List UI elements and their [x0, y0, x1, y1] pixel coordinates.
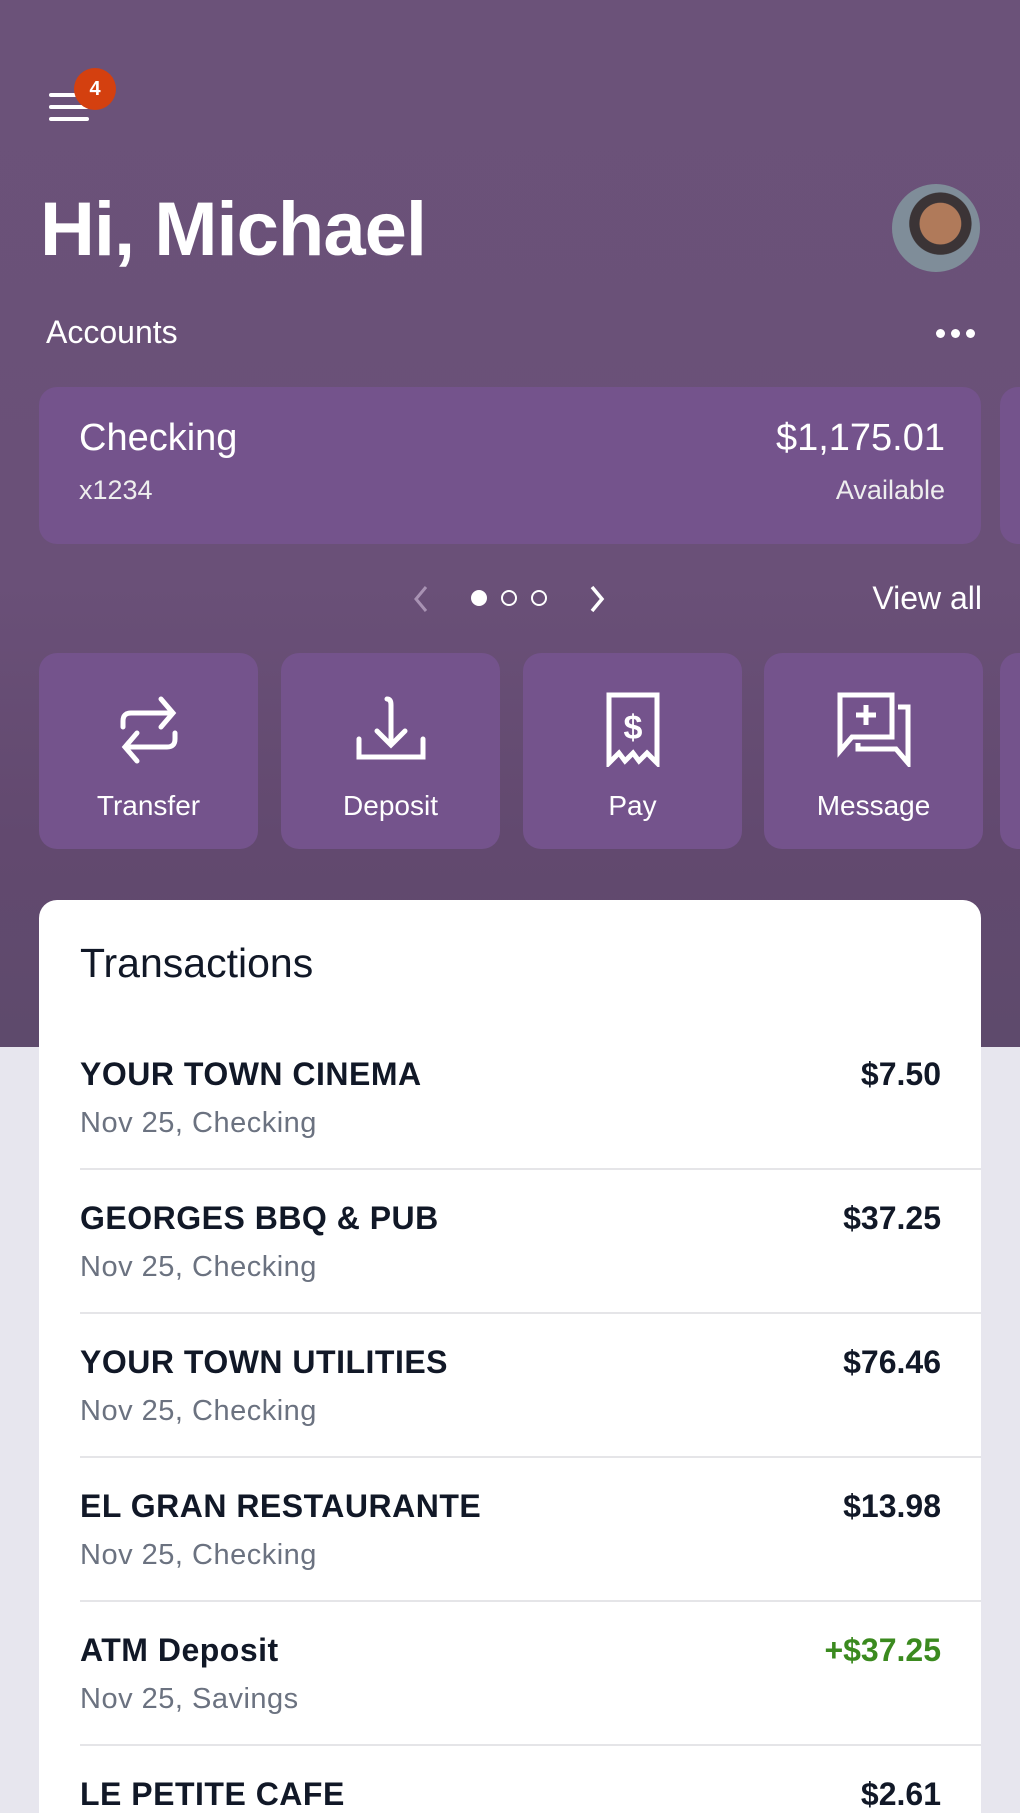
deposit-icon [356, 696, 426, 760]
menu-icon [49, 93, 89, 97]
transaction-detail: Nov 25, Checking [80, 1251, 317, 1283]
accounts-more-button[interactable] [936, 329, 975, 338]
transaction-detail: Nov 25, Checking [80, 1395, 317, 1427]
divider [80, 1744, 981, 1746]
transactions-card: Transactions YOUR TOWN CINEMA Nov 25, Ch… [39, 900, 981, 1813]
menu-button[interactable] [49, 93, 91, 125]
pager-dot-active[interactable] [471, 590, 487, 606]
notification-badge: 4 [74, 68, 116, 110]
avatar[interactable] [892, 184, 980, 272]
svg-text:$: $ [624, 709, 643, 747]
chevron-right-icon[interactable] [586, 583, 608, 615]
divider [80, 1312, 981, 1314]
transaction-row[interactable]: LE PETITE CAFE $2.61 [80, 1746, 981, 1810]
transactions-more-button[interactable] [887, 961, 926, 970]
greeting-title: Hi, Michael [40, 187, 427, 272]
transaction-name: YOUR TOWN CINEMA [80, 1056, 422, 1092]
account-number: x1234 [79, 475, 153, 505]
transaction-name: EL GRAN RESTAURANTE [80, 1488, 482, 1524]
transaction-name: GEORGES BBQ & PUB [80, 1200, 439, 1236]
transaction-row[interactable]: YOUR TOWN CINEMA Nov 25, Checking $7.50 [80, 1026, 981, 1170]
pager-dot[interactable] [531, 590, 547, 606]
transaction-detail: Nov 25, Savings [80, 1683, 299, 1715]
transaction-amount: $37.25 [843, 1200, 941, 1236]
chevron-left-icon[interactable] [410, 583, 432, 615]
deposit-button[interactable]: Deposit [281, 653, 500, 849]
next-account-card[interactable] [1000, 387, 1020, 544]
receipt-dollar-icon: $ [606, 692, 660, 767]
transaction-name: ATM Deposit [80, 1632, 279, 1668]
next-action-tile[interactable] [1000, 653, 1020, 849]
divider [80, 1168, 981, 1170]
account-name: Checking [79, 417, 238, 459]
transfer-label: Transfer [96, 790, 201, 821]
deposit-label: Deposit [343, 790, 438, 821]
transaction-row[interactable]: YOUR TOWN UTILITIES Nov 25, Checking $76… [80, 1314, 981, 1458]
transaction-name: LE PETITE CAFE [80, 1776, 345, 1812]
transaction-amount: $2.61 [860, 1776, 941, 1812]
view-all-link[interactable]: View all [872, 580, 982, 616]
transaction-row[interactable]: ATM Deposit Nov 25, Savings +$37.25 [80, 1602, 981, 1746]
pay-label: Pay [608, 790, 657, 821]
transaction-detail: Nov 25, Checking [80, 1107, 317, 1139]
transaction-detail: Nov 25, Checking [80, 1539, 317, 1571]
account-balance: $1,175.01 [775, 417, 945, 459]
menu-icon-line [49, 117, 89, 121]
menu-icon-line [49, 105, 89, 109]
pay-button[interactable]: $ Pay [523, 653, 742, 849]
transaction-amount: +$37.25 [824, 1632, 941, 1668]
accounts-label: Accounts [46, 314, 178, 350]
transaction-amount: $7.50 [860, 1056, 941, 1092]
balance-label: Available [835, 475, 945, 505]
transaction-row[interactable]: EL GRAN RESTAURANTE Nov 25, Checking $13… [80, 1458, 981, 1602]
message-label: Message [816, 790, 931, 821]
transaction-row[interactable]: GEORGES BBQ & PUB Nov 25, Checking $37.2… [80, 1170, 981, 1314]
divider [80, 1456, 981, 1458]
transactions-title: Transactions [80, 940, 314, 986]
transfer-button[interactable]: Transfer [39, 653, 258, 849]
transaction-amount: $76.46 [843, 1344, 941, 1380]
divider [80, 1600, 981, 1602]
message-button[interactable]: Message [764, 653, 983, 849]
transfer-icon [120, 696, 178, 764]
pager-dot[interactable] [501, 590, 517, 606]
account-card-checking[interactable]: Checking x1234 $1,175.01 Available [39, 387, 981, 544]
message-plus-icon [837, 692, 911, 767]
transaction-amount: $13.98 [843, 1488, 941, 1524]
transaction-name: YOUR TOWN UTILITIES [80, 1344, 449, 1380]
